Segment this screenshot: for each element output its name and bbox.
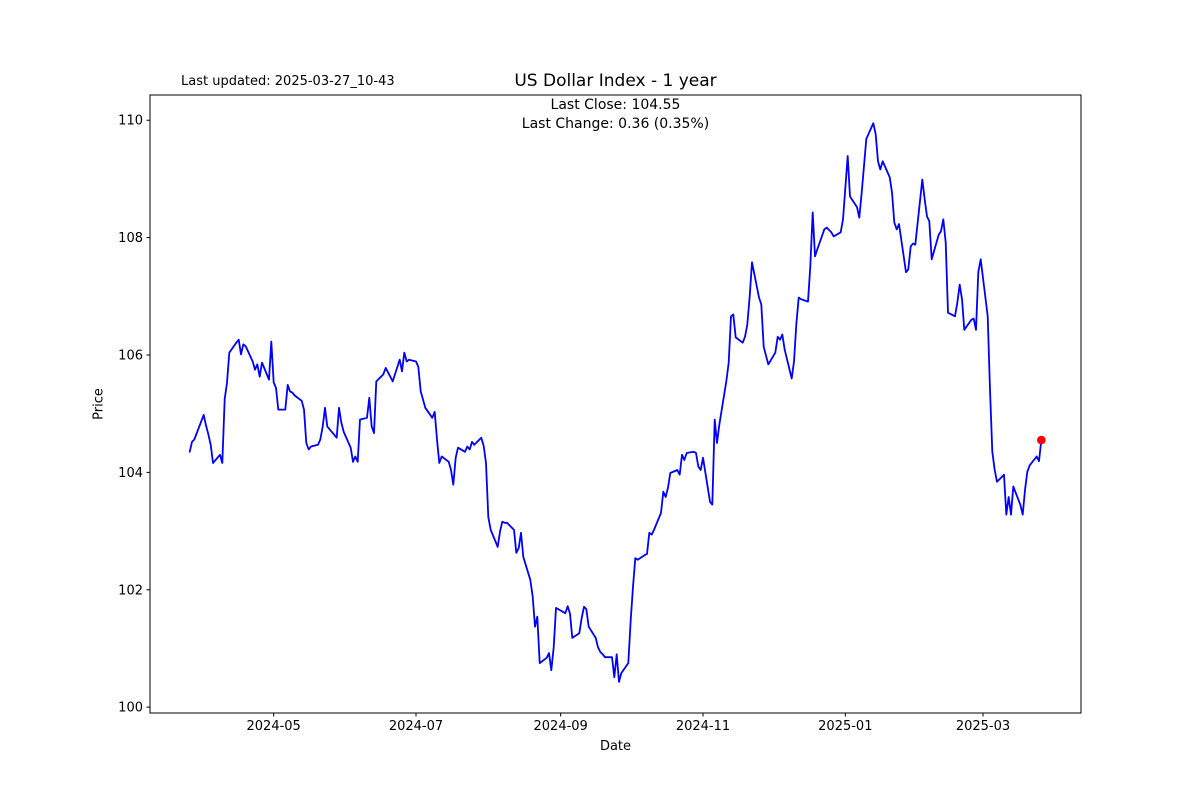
y-tick-label: 104 [118, 466, 143, 481]
last-close-text: Last Close: 104.55 [550, 97, 681, 113]
chart-title: US Dollar Index - 1 year [514, 71, 717, 91]
x-tick-label: 2024-09 [534, 719, 588, 734]
y-tick-label: 100 [118, 701, 143, 716]
y-tick-label: 102 [118, 583, 143, 598]
x-tick-label: 2025-01 [818, 719, 872, 734]
x-tick-label: 2024-07 [389, 719, 443, 734]
chart-annotation: Last Close: 104.55 Last Change: 0.36 (0.… [315, 96, 916, 134]
x-tick-label: 2025-03 [956, 719, 1010, 734]
last-updated-text: Last updated: 2025-03-27_10-43 [181, 74, 395, 89]
last-price-marker [1037, 435, 1046, 445]
y-tick-label: 108 [118, 231, 143, 246]
y-tick-label: 110 [118, 114, 143, 129]
plot-border [149, 94, 1082, 714]
last-change-text: Last Change: 0.36 (0.35%) [521, 116, 710, 132]
x-axis-label: Date [599, 739, 632, 754]
x-tick-label: 2024-11 [676, 719, 730, 734]
x-tick-label: 2024-05 [247, 719, 301, 734]
price-line [188, 122, 1043, 683]
y-tick-label: 106 [118, 348, 143, 363]
